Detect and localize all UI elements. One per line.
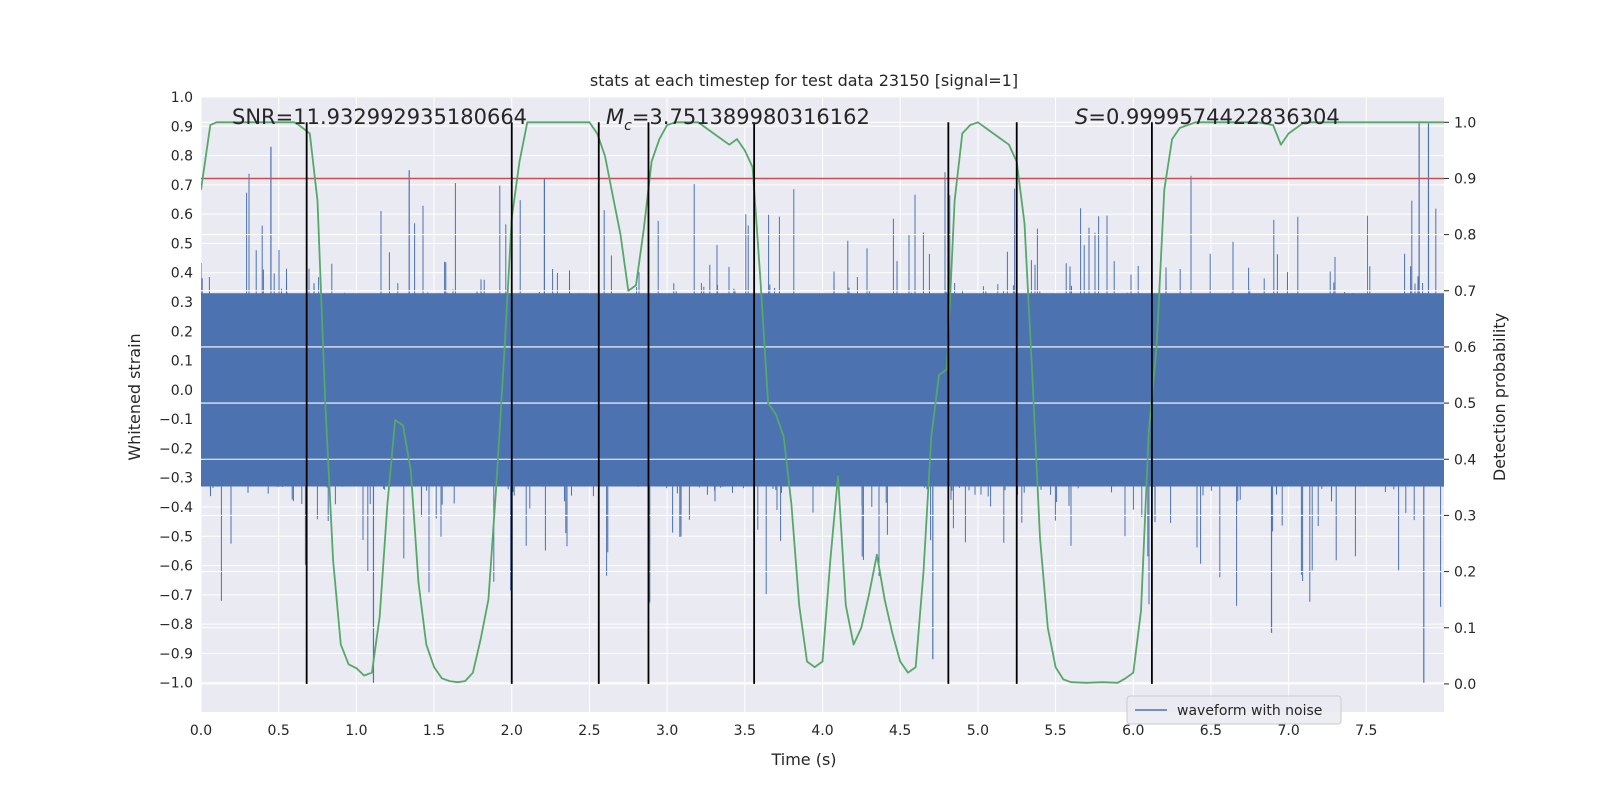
y2-tick-label: 0.1 [1454, 621, 1476, 637]
x-tick-label: 0.5 [268, 723, 290, 739]
y2-tick-label: 0.4 [1454, 452, 1476, 468]
vertical-markers [305, 122, 1153, 684]
chirp-mass-symbol: M [606, 105, 624, 129]
y-tick-label: 0.5 [171, 236, 193, 252]
y-tick-label: −0.4 [159, 500, 193, 516]
x-tick-label: 2.5 [578, 723, 600, 739]
x-tick-label: 6.0 [1122, 723, 1144, 739]
waveform-core-band [201, 293, 1444, 487]
snr-annotation: SNR=11.932992935180664 [232, 105, 527, 129]
y-tick-label: 0.9 [171, 119, 193, 135]
y-tick-label: −0.5 [159, 529, 193, 545]
x-tick-label: 7.5 [1355, 723, 1377, 739]
y-tick-label: −0.3 [159, 471, 193, 487]
x-tick-label: 3.5 [734, 723, 756, 739]
y-tick-label: 1.0 [171, 90, 193, 106]
x-tick-label: 7.0 [1277, 723, 1299, 739]
y-axis-label: Whitened strain [125, 333, 144, 460]
y2-tick-label: 0.6 [1454, 340, 1476, 356]
significance-annotation: S=0.9999574422836304 [1075, 105, 1340, 129]
x-tick-label: 4.5 [889, 723, 911, 739]
x-tick-label: 6.5 [1200, 723, 1222, 739]
y2-tick-label: 0.0 [1454, 677, 1476, 693]
y-tick-label: −0.1 [159, 412, 193, 428]
significance-value: =0.9999574422836304 [1088, 105, 1339, 129]
y2-tick-label: 0.5 [1454, 396, 1476, 412]
y-tick-label: −0.6 [159, 559, 193, 575]
y2-tick-label: 0.8 [1454, 228, 1476, 244]
y-tick-label: −0.8 [159, 617, 193, 633]
x-tick-label: 1.5 [423, 723, 445, 739]
y2-tick-label: 1.0 [1454, 115, 1476, 131]
x-tick-label: 4.0 [811, 723, 833, 739]
x-axis-label: Time (s) [770, 750, 836, 769]
y-tick-label: 0.2 [171, 324, 193, 340]
x-tick-label: 1.0 [345, 723, 367, 739]
legend-label: waveform with noise [1177, 703, 1322, 719]
y2-tick-label: 0.3 [1454, 508, 1476, 524]
x-tick-label: 2.0 [501, 723, 523, 739]
y-tick-label: 0.0 [171, 383, 193, 399]
y-tick-label: −0.9 [159, 646, 193, 662]
x-axis-ticks: 0.0 0.5 1.0 1.5 2.0 2.5 3.0 3.5 4.0 4.5 5.0 5.5 6.0 6… [190, 723, 1378, 739]
y-tick-label: 0.8 [171, 149, 193, 165]
legend-box [1126, 695, 1342, 725]
chirp-mass-value: =3.751389980316162 [632, 105, 870, 129]
y2-tick-label: 0.2 [1454, 565, 1476, 581]
x-tick-label: 0.0 [190, 723, 212, 739]
y-tick-label: −1.0 [159, 676, 193, 692]
significance-symbol: S [1075, 105, 1088, 129]
chart-title: stats at each timestep for test data 231… [590, 71, 1018, 90]
legend: waveform with noise [1126, 695, 1342, 725]
x-tick-label: 5.5 [1044, 723, 1066, 739]
x-tick-label: 3.0 [656, 723, 678, 739]
chirp-mass-annotation: Mc=3.751389980316162 [606, 105, 870, 134]
y2-axis-ticks: 1.0 0.9 0.8 0.7 0.6 0.5 0.4 0.3 0.2 0.1 0.0 [1444, 115, 1476, 693]
y-tick-label: −0.2 [159, 441, 193, 457]
y2-tick-label: 0.7 [1454, 284, 1476, 300]
x-tick-label: 5.0 [967, 723, 989, 739]
y-tick-label: −0.7 [159, 588, 193, 604]
y-tick-label: 0.4 [171, 266, 193, 282]
y-tick-label: 0.7 [171, 178, 193, 194]
y-tick-label: 0.6 [171, 207, 193, 223]
y-tick-label: 0.1 [171, 354, 193, 370]
y-axis-ticks: 1.0 0.9 0.8 0.7 0.6 0.5 0.4 0.3 0.2 0.1 0.0 −0.1 −0.… [159, 90, 193, 692]
y2-tick-label: 0.9 [1454, 171, 1476, 187]
y2-axis-label: Detection probability [1490, 313, 1509, 481]
chirp-mass-subscript: c [624, 118, 632, 134]
y-tick-label: 0.3 [171, 295, 193, 311]
